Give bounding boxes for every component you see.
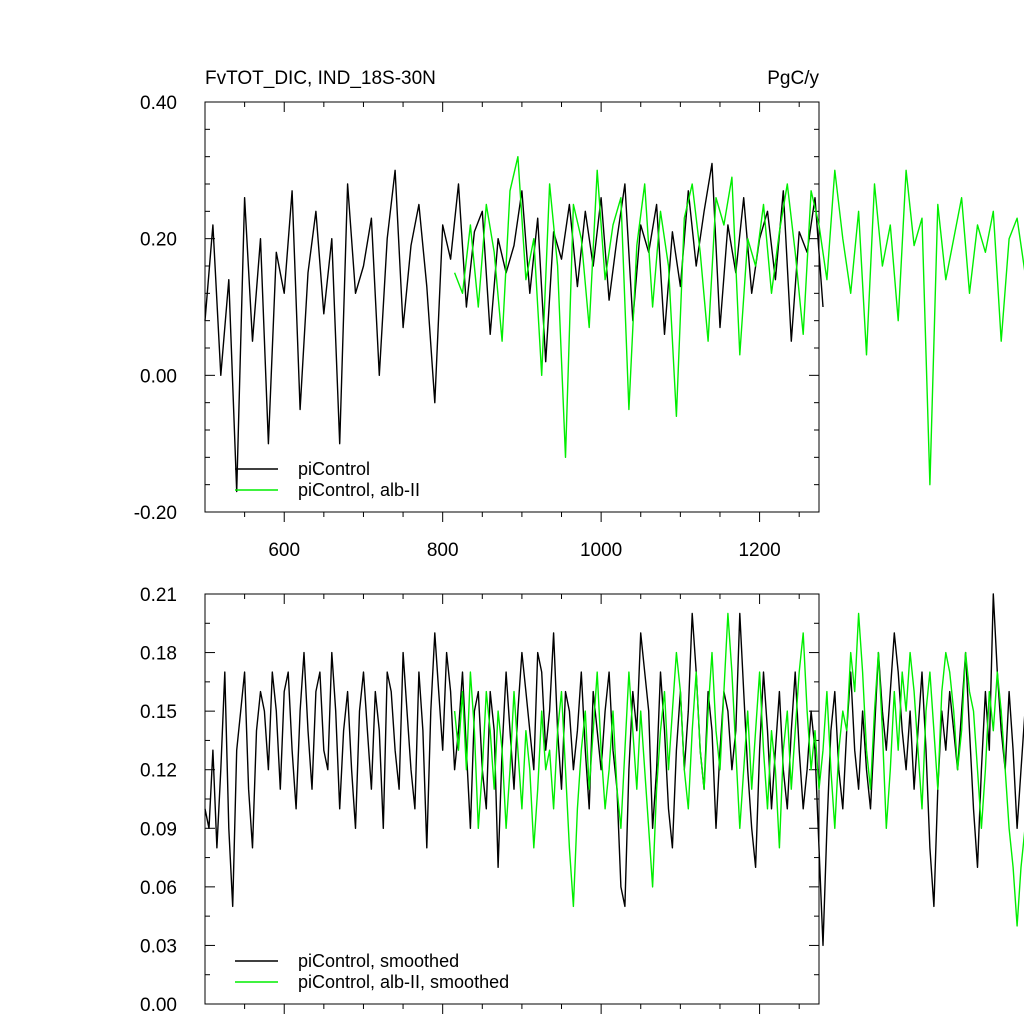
upper-plot-frame [204, 101, 820, 513]
lower-y-tick-label: 0.09 [140, 819, 177, 840]
upper-series-group [204, 155, 1024, 493]
lower-y-tick-label: 0.06 [140, 878, 177, 899]
lower-y-tick-label: 0.00 [140, 995, 177, 1016]
legend-label-picontrol: piControl [298, 459, 370, 479]
chart-title-left: FvTOT_DIC, IND_18S-30N [205, 68, 436, 89]
legend-label-picontrol-alb: piControl, alb-II [298, 480, 420, 500]
upper-x-tick-label: 600 [268, 540, 300, 561]
legend-label-smoothed: piControl, smoothed [298, 951, 459, 971]
lower-series-group [204, 593, 1024, 947]
upper-y-tick-label: 0.20 [140, 230, 177, 251]
lower-y-tick-label: 0.21 [140, 585, 177, 606]
lower-series-line-picontrol-alb-ii [453, 612, 1024, 927]
upper-x-tick-label: 800 [427, 540, 459, 561]
lower-y-tick-label: 0.15 [140, 702, 177, 723]
upper-series-line-picontrol-alb-ii [453, 155, 1024, 486]
upper-axis-ticks: -0.20 0.00 0.20 0.40 600 800 1000 1200 [134, 93, 819, 561]
upper-y-tick-label: 0.40 [140, 93, 177, 114]
lower-series-line-picontrol [204, 593, 1024, 947]
lower-y-tick-label: 0.18 [140, 644, 177, 665]
lower-y-tick-label: 0.12 [140, 761, 177, 782]
upper-series-line-picontrol [204, 162, 824, 493]
lower-axis-ticks: 0.00 0.03 0.06 0.09 0.12 0.15 0.18 0.21 [140, 585, 819, 1016]
upper-x-tick-label: 1200 [738, 540, 780, 561]
lower-chart: 0.00 0.03 0.06 0.09 0.12 0.15 0.18 0.21 piContr… [140, 585, 1024, 1016]
legend-label-alb-smoothed: piControl, alb-II, smoothed [298, 972, 509, 992]
lower-y-tick-label: 0.03 [140, 936, 177, 957]
upper-chart: FvTOT_DIC, IND_18S-30N PgC/y -0.20 0.00 0.… [134, 68, 1024, 561]
upper-x-tick-label: 1000 [580, 540, 622, 561]
chart-title-units: PgC/y [767, 68, 819, 89]
upper-y-tick-label: 0.00 [140, 366, 177, 387]
upper-legend: piControl piControl, alb-II [235, 459, 420, 500]
upper-y-tick-label: -0.20 [134, 503, 177, 524]
lower-legend: piControl, smoothed piControl, alb-II, s… [235, 951, 509, 992]
